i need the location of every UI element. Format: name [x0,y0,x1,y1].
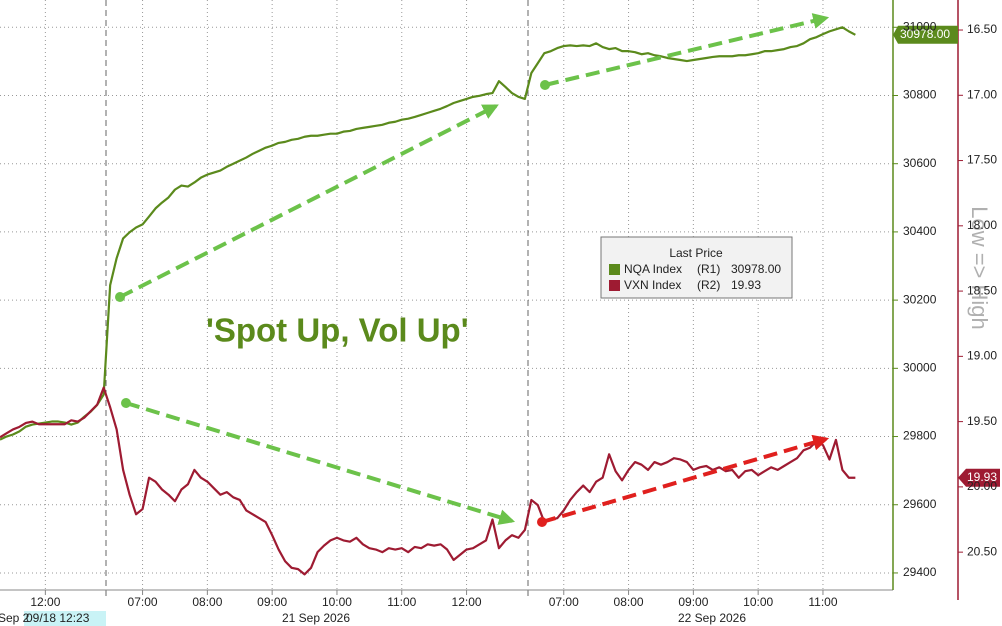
y2-tick-label: 19.50 [967,414,997,428]
annotation-arrows [115,13,830,527]
x-tick-label: 09:00 [257,595,287,609]
y-tick-label: 30400 [903,224,937,238]
legend: Last Price NQA Index (R1) 30978.00 VXN I… [600,236,793,299]
date-label: 09/18 12:23 [26,611,90,625]
arrow-start [537,517,547,527]
y-tick-label: 29800 [903,429,937,443]
arrow-start [115,292,125,302]
y2-tick-label: 16.50 [967,22,997,36]
x-tick-label: 07:00 [549,595,579,609]
annotation: 'Spot Up, Vol Up' [206,312,469,349]
y-tick-label: 29600 [903,497,937,511]
legend-value: 19.93 [731,278,761,292]
arrow-start [121,398,131,408]
x-tick-label: 08:00 [192,595,222,609]
y2-tick-label: 20.00 [967,479,997,493]
y2-axis-label: Low => High [967,206,992,330]
x-tick-label: 11:00 [808,595,837,609]
x-tick-label: 08:00 [614,595,644,609]
y-tick-label: 30800 [903,88,937,102]
legend-label: VXN Index [624,278,681,292]
legend-value: 30978.00 [731,262,781,276]
grid [0,0,893,590]
y2-tick-label: 19.00 [967,349,997,363]
arrow [541,434,830,524]
legend-swatch [609,264,620,275]
y-tick-label: 31000 [903,19,937,33]
legend-tag: (R2) [697,278,720,292]
legend-label: NQA Index [624,262,682,276]
y-tick-label: 30000 [903,360,937,374]
legend-title: Last Price [669,246,723,260]
last-price-tag [893,25,958,44]
last-price-label: 30978.00 [900,27,950,41]
y-tick-label: 30200 [903,292,937,306]
legend-tag: (R1) [697,262,720,276]
last-price-label: 19.93 [967,470,997,484]
date-label: 22 Sep 2026 [678,611,746,625]
legend-swatch [609,280,620,291]
date-label: Sep 2 [0,611,30,625]
x-tick-label: 10:00 [743,595,773,609]
last-price-tag [958,468,1000,487]
plot [0,26,856,576]
legend-box [600,236,793,299]
arrow [544,13,830,87]
y2-tick-label: 17.50 [967,153,997,167]
arrow-start [540,80,550,90]
y2-tick-label: 18.50 [967,283,997,297]
arrow [125,401,516,525]
x-tick-label: 12:00 [30,595,60,609]
x-tick-label: 11:00 [387,595,416,609]
arrow [119,104,499,299]
date-highlight [24,611,106,626]
last-price-tags: 30978.00 19.93 [893,25,1000,487]
series-line [0,386,856,576]
x-tick-label: 12:00 [452,595,482,609]
series-line [0,26,856,441]
y2-tick-label: 18.00 [967,218,997,232]
y-tick-label: 30600 [903,156,937,170]
y-tick-label: 29400 [903,565,937,579]
date-label: 21 Sep 2026 [282,611,350,625]
x-tick-label: 07:00 [128,595,158,609]
x-tick-label: 09:00 [678,595,708,609]
y2-tick-label: 20.50 [967,544,997,558]
x-tick-label: 10:00 [322,595,352,609]
y2-tick-label: 17.00 [967,87,997,101]
